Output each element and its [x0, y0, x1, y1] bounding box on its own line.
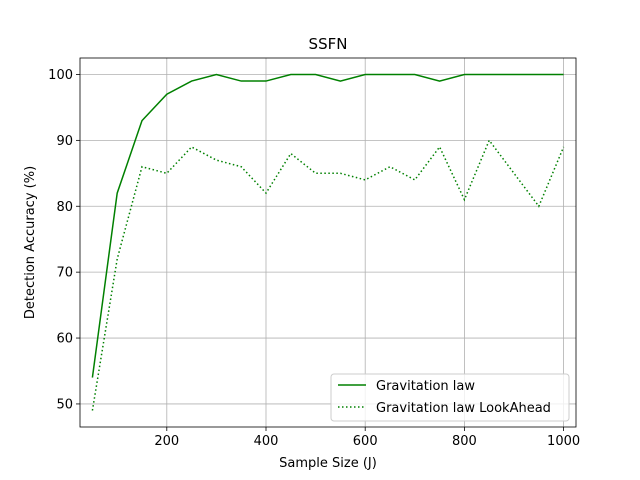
axis-ticks: 200 400 600 800 1000 50 60 70 80 90 100 — [48, 68, 580, 449]
x-axis-label: Sample Size (J) — [279, 456, 377, 471]
legend: Gravitation law Gravitation law LookAhea… — [330, 373, 570, 422]
y-tick-label: 100 — [48, 68, 73, 83]
x-tick-label: 800 — [452, 434, 477, 449]
chart-title: SSFN — [309, 35, 348, 53]
legend-box — [330, 373, 570, 422]
legend-label-gravitation-law: Gravitation law — [376, 379, 475, 394]
series-line-gravitation-law — [91, 73, 564, 378]
x-tick-label: 600 — [353, 434, 378, 449]
y-tick-label: 80 — [56, 200, 73, 215]
series-line-gravitation-law-lookahead — [91, 138, 565, 411]
x-tick-label: 400 — [254, 434, 279, 449]
y-tick-label: 70 — [56, 266, 73, 281]
y-tick-label: 60 — [56, 332, 73, 347]
x-tick-label: 1000 — [547, 434, 580, 449]
plot-frame — [79, 57, 577, 428]
y-tick-label: 50 — [56, 397, 73, 412]
y-axis-label: Detection Accuracy (%) — [23, 166, 38, 319]
y-tick-label: 90 — [56, 134, 73, 149]
series-lines — [91, 73, 565, 411]
legend-label-gravitation-law-lookahead: Gravitation law LookAhead — [376, 401, 551, 416]
x-tick-label: 200 — [154, 434, 179, 449]
